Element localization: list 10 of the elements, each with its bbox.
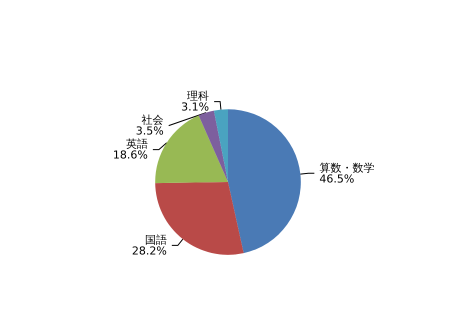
slice-label: 社会	[142, 114, 164, 127]
slice-label: 国語	[144, 233, 167, 246]
slice-label: 理科	[187, 90, 210, 103]
data-label: 3.5%	[136, 124, 164, 138]
slice-label: 算数・数学	[319, 161, 374, 174]
slice-label: 英語	[126, 138, 148, 151]
data-label: 18.6%	[112, 148, 148, 162]
data-label: 28.2%	[132, 244, 167, 258]
data-label: 46.5%	[319, 172, 354, 186]
data-label: 3.1%	[181, 100, 210, 114]
